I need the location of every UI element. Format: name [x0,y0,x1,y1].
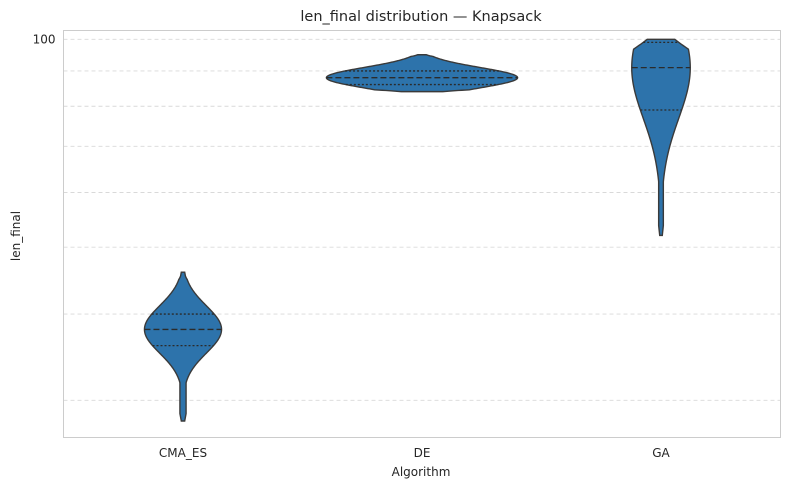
y-tick-label: 100 [33,32,56,46]
x-axis-label: Algorithm [392,465,451,479]
plot-frame [63,30,781,438]
violin-cma_es [143,271,223,422]
x-tick-label: GA [652,446,670,460]
x-tick-label: DE [414,446,431,460]
violins [143,38,691,422]
x-tick-label: CMA_ES [159,446,207,460]
y-axis-label: len_final [9,211,23,261]
violin-de [325,54,519,93]
chart-title: len_final distribution — Knapsack [300,9,542,25]
violin-ga [631,38,691,237]
tick-labels: 100 CMA_ES DE GA [33,32,671,460]
